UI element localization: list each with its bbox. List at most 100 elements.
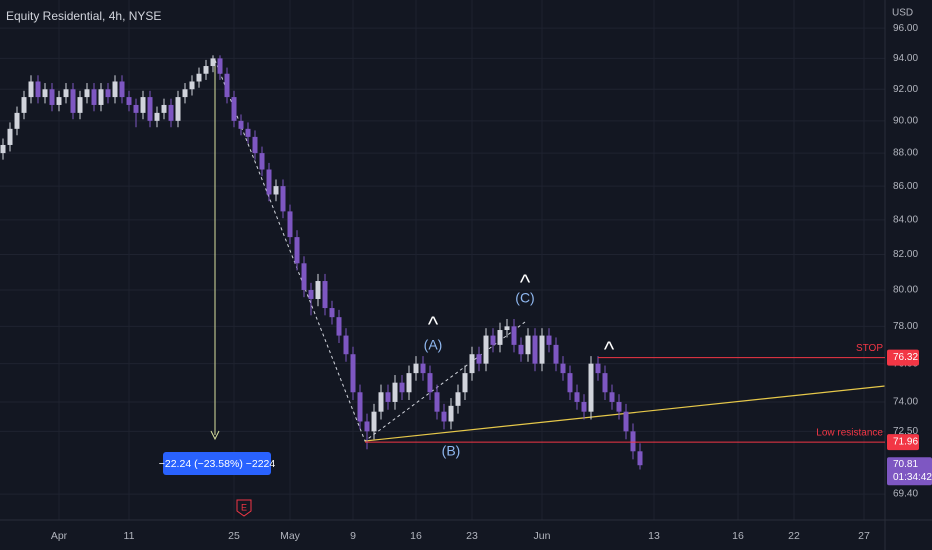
candle-body — [217, 58, 223, 74]
candle-body — [364, 421, 370, 432]
price-tag — [887, 349, 919, 366]
x-tick-label: 13 — [648, 530, 660, 542]
x-tick-label: Apr — [51, 530, 68, 542]
last-price-tag — [887, 457, 932, 486]
candle-body — [308, 289, 314, 299]
level-name: STOP — [856, 343, 883, 354]
candle-body — [511, 326, 517, 345]
caret: ^ — [428, 312, 439, 337]
x-tick-label: Jun — [534, 530, 551, 542]
price-tag-label: 76.32 — [893, 352, 918, 363]
candle-body — [252, 136, 258, 154]
candle-body — [518, 344, 524, 355]
candle-body — [245, 128, 251, 137]
y-tick-label: 80.00 — [893, 285, 918, 296]
candle-body — [28, 81, 34, 98]
candle-body — [84, 89, 90, 98]
candle-body — [427, 373, 433, 393]
y-tick-label: 90.00 — [893, 115, 918, 126]
measure-arrow — [210, 430, 220, 441]
candles — [0, 55, 643, 470]
x-tick-label: 9 — [350, 530, 356, 542]
level-name: Low resistance — [816, 428, 883, 439]
candle-body — [371, 411, 377, 432]
candle-body — [126, 97, 132, 105]
wave-label: (C) — [515, 290, 534, 306]
candle-body — [504, 326, 510, 331]
candle-body — [315, 281, 321, 299]
event-label: E — [241, 502, 247, 512]
grid — [0, 0, 885, 520]
candle-body — [140, 97, 146, 113]
caret: ^ — [604, 337, 615, 362]
candle-body — [0, 144, 6, 154]
candle-body — [595, 363, 601, 374]
candle-body — [441, 411, 447, 422]
candle-body — [203, 66, 209, 74]
candle-body — [448, 405, 454, 422]
x-tick-label: 27 — [858, 530, 870, 542]
countdown-label: 01:34:42 — [893, 472, 932, 483]
candle-body — [182, 89, 188, 98]
candle-body — [77, 97, 83, 113]
y-tick-label: 96.00 — [893, 23, 918, 34]
candle-body — [35, 81, 41, 98]
candle-body — [231, 97, 237, 121]
candle-body — [98, 89, 104, 105]
candle-body — [616, 401, 622, 412]
candle-body — [357, 392, 363, 422]
candle-body — [154, 112, 160, 121]
wave-label: (A) — [424, 337, 443, 353]
y-tick-label: 84.00 — [893, 215, 918, 226]
candle-body — [56, 97, 62, 105]
candle-body — [350, 354, 356, 393]
candle-body — [105, 89, 111, 98]
x-tick-label: 16 — [410, 530, 422, 542]
candle-body — [21, 97, 27, 113]
candle-body — [574, 392, 580, 402]
candle-body — [602, 373, 608, 393]
candle-body — [42, 89, 48, 98]
candle-body — [455, 392, 461, 406]
measure-label: −22.24 (−23.58%) −2224 — [159, 458, 276, 470]
candle-body — [378, 392, 384, 412]
candle-body — [287, 211, 293, 238]
candle-body — [581, 401, 587, 412]
candle-body — [259, 153, 265, 170]
y-tick-label: 74.00 — [893, 397, 918, 408]
candle-body — [609, 392, 615, 402]
candle-body — [406, 373, 412, 393]
x-tick-label: 11 — [124, 530, 135, 542]
currency: USD — [892, 8, 913, 19]
y-tick-label: 88.00 — [893, 148, 918, 159]
y-tick-label: 94.00 — [893, 53, 918, 64]
candle-body — [336, 317, 342, 336]
candle-body — [399, 382, 405, 393]
candle-body — [7, 128, 13, 145]
candle-body — [385, 392, 391, 402]
candle-body — [161, 104, 167, 113]
caret: ^ — [520, 270, 531, 295]
candle-body — [630, 431, 636, 452]
price-tag — [887, 434, 919, 451]
candle-body — [329, 308, 335, 318]
candle-body — [469, 354, 475, 374]
candle-body — [322, 281, 328, 309]
candle-body — [210, 58, 216, 67]
x-tick-label: 23 — [466, 530, 478, 542]
candle-body — [553, 344, 559, 364]
y-tick-label: 72.50 — [893, 426, 918, 437]
candle-body — [238, 120, 244, 129]
y-tick-label: 92.00 — [893, 84, 918, 95]
wave-label: (B) — [442, 443, 461, 459]
x-tick-label: 22 — [788, 530, 800, 542]
candle-body — [273, 186, 279, 195]
candle-body — [175, 97, 181, 121]
candle-body — [525, 335, 531, 355]
candle-body — [189, 81, 195, 90]
candle-body — [224, 73, 230, 98]
candle-body — [546, 335, 552, 345]
